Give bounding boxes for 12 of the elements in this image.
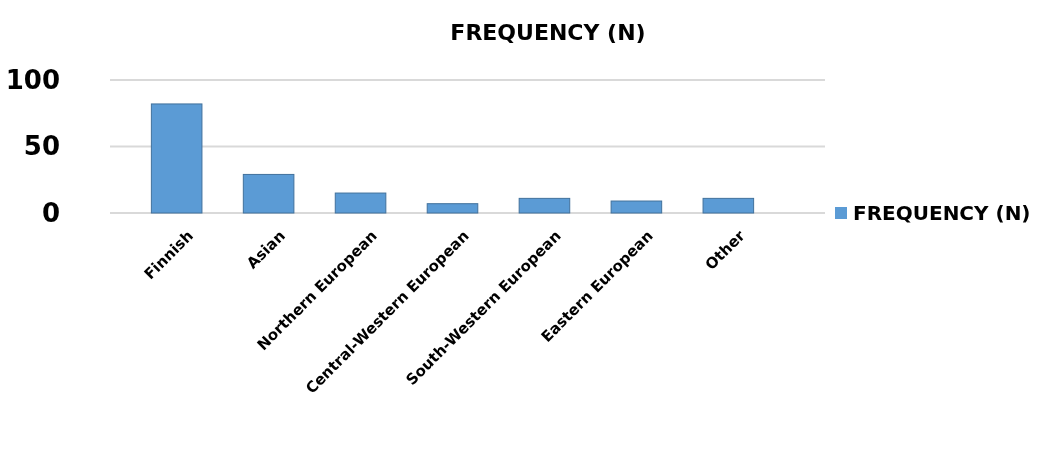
y-tick-label: 0 [41,197,60,228]
y-tick-label: 100 [5,64,60,95]
bar [242,173,295,214]
y-tick-label: 50 [23,131,60,162]
bar [150,103,203,214]
bar [610,200,663,214]
bar [426,203,479,214]
bar [702,197,755,214]
chart-title: FREQUENCY (N) [450,20,646,45]
bar [334,192,387,214]
bar [518,197,571,214]
legend-label: FREQUENCY (N) [853,201,1031,225]
